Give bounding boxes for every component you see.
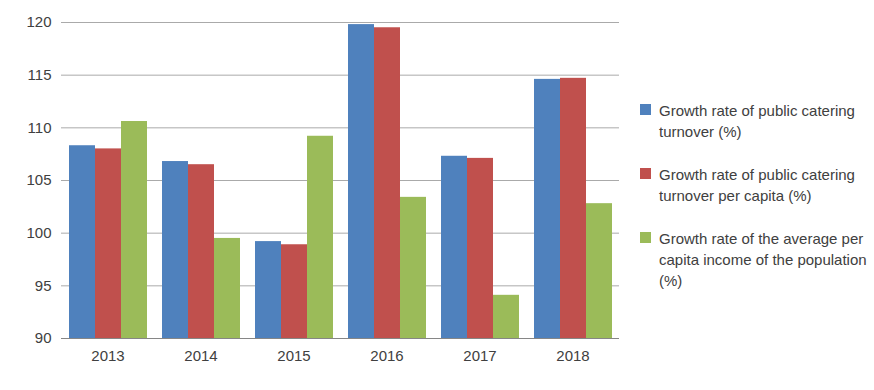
svg-text:100: 100: [26, 224, 51, 241]
svg-text:2014: 2014: [184, 347, 217, 364]
svg-text:95: 95: [35, 277, 52, 294]
svg-text:120: 120: [26, 13, 51, 30]
svg-text:2016: 2016: [370, 347, 403, 364]
html-text:Growth rate of the average per: Growth rate of the average per capita in…: [659, 229, 867, 289]
svg-text:2018: 2018: [556, 347, 589, 364]
svg-text:90: 90: [35, 329, 52, 346]
svg-text:110: 110: [28, 119, 52, 136]
svg-text:115: 115: [28, 66, 52, 83]
html-text:Growth rate of public catering: Growth rate of public catering turnover …: [659, 165, 855, 204]
svg-text:2017: 2017: [463, 347, 496, 364]
svg-text:2015: 2015: [277, 347, 310, 364]
svg-text:2013: 2013: [91, 347, 124, 364]
html-text:Growth rate of public catering: Growth rate of public catering turnover …: [659, 101, 855, 140]
svg-text:105: 105: [26, 171, 51, 188]
